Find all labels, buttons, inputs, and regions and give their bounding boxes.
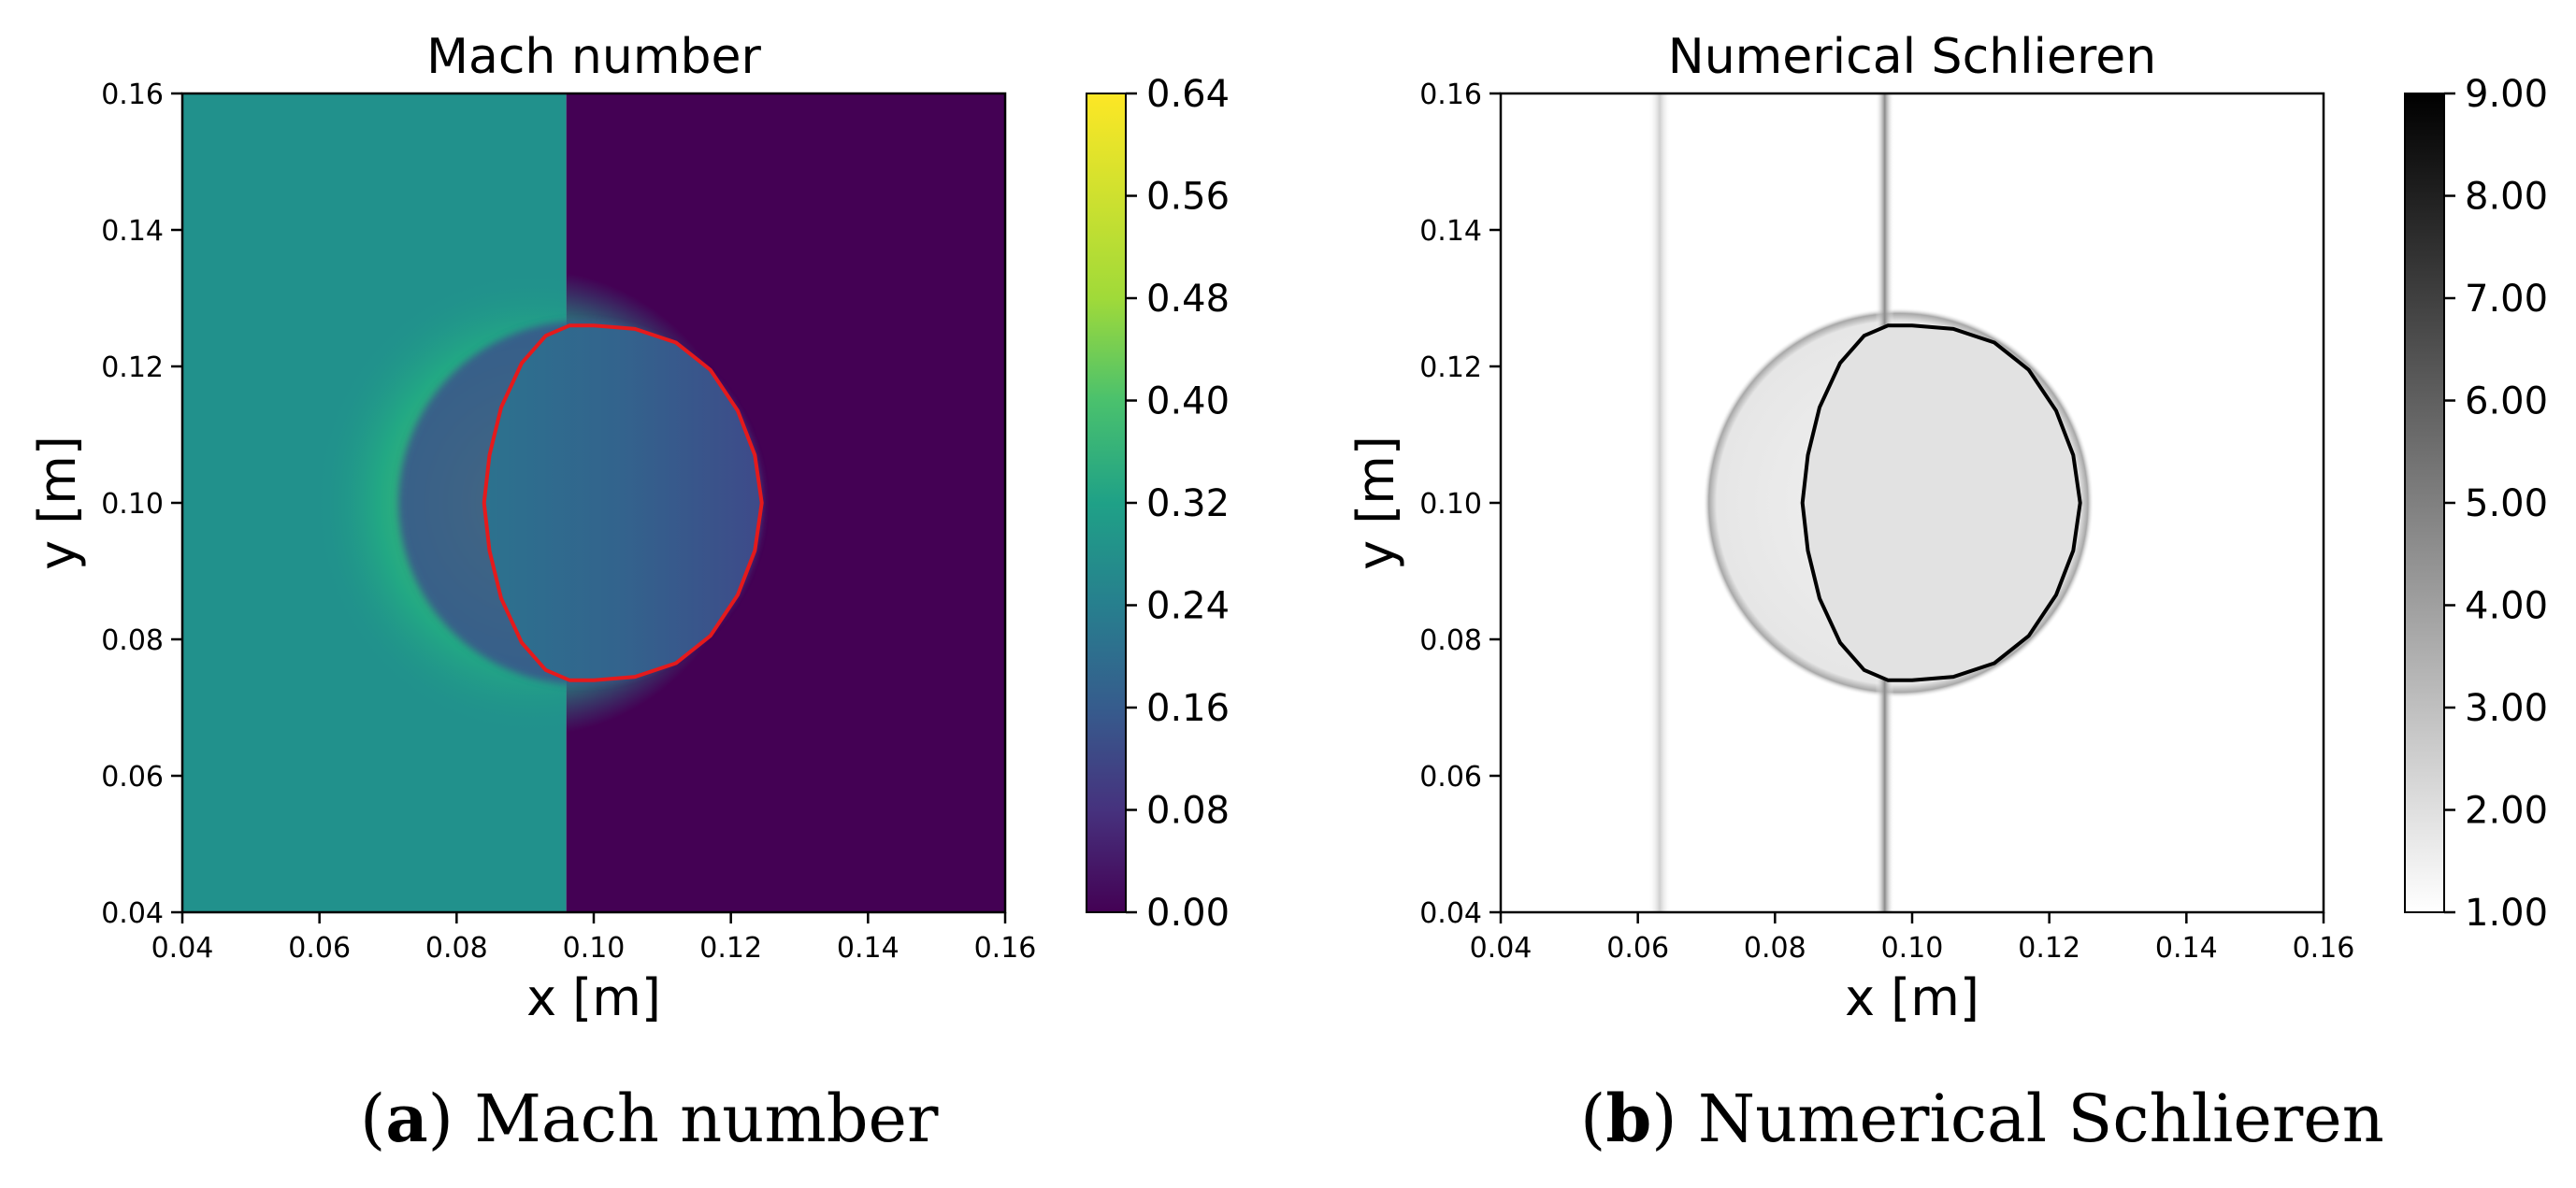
colorbar-tick-label: 3.00 [2465, 687, 2548, 730]
y-tick-label: 0.16 [101, 79, 164, 111]
y-tick-label: 0.10 [1419, 488, 1482, 521]
x-tick-label: 0.04 [1470, 932, 1533, 965]
y-tick-label: 0.14 [101, 215, 164, 248]
y-tick-label: 0.06 [1419, 761, 1482, 794]
panel-numerical-schlieren: 0.04 0.06 0.08 0.10 0.12 0.14 0.16 0.040.060.0… [1346, 29, 2548, 1027]
schlieren-y-axis-label: y [m] [1346, 436, 1405, 570]
caption-a-text: Mach number [474, 1081, 939, 1157]
caption-b-letter: b [1605, 1080, 1652, 1157]
mach-chart-title: Mach number [426, 29, 761, 85]
y-tick-label: 0.14 [1419, 215, 1482, 248]
colorbar-tick-label: 0.08 [1146, 790, 1230, 833]
colorbar-tick-label: 0.56 [1146, 176, 1230, 219]
y-tick-label: 0.06 [101, 761, 164, 794]
caption-b: (b) Numerical Schlieren [1580, 1080, 2384, 1157]
x-tick-label: 0.10 [563, 932, 626, 965]
caption-a: (a) Mach number [360, 1080, 939, 1157]
x-tick-label: 0.14 [2155, 932, 2218, 965]
caption-b-text: Numerical Schlieren [1697, 1081, 2384, 1157]
y-tick-label: 0.04 [101, 897, 164, 930]
mach-interface-contour [482, 323, 764, 682]
x-tick-label: 0.08 [1744, 932, 1806, 965]
x-tick-label: 0.16 [974, 932, 1037, 965]
schlieren-heatmap [1501, 93, 2324, 912]
schlieren-colorbar [2404, 93, 2445, 913]
x-tick-label: 0.16 [2293, 932, 2355, 965]
colorbar-tick-label: 9.00 [2465, 73, 2548, 116]
colorbar-tick-label: 5.00 [2465, 482, 2548, 525]
x-tick-label: 0.12 [699, 932, 762, 965]
y-tick-label: 0.04 [1419, 897, 1482, 930]
colorbar-tick-label: 0.16 [1146, 687, 1230, 730]
y-tick-label: 0.08 [101, 624, 164, 657]
colorbar-tick-label: 0.24 [1146, 585, 1230, 628]
schlieren-interface-contour [1800, 323, 2082, 682]
y-tick-label: 0.16 [1419, 79, 1482, 111]
x-tick-label: 0.12 [2018, 932, 2080, 965]
x-tick-label: 0.10 [1881, 932, 1944, 965]
colorbar-tick-label: 0.64 [1146, 73, 1230, 116]
mach-x-axis-label: x [m] [526, 968, 661, 1027]
mach-colorbar-ticks: 0.00 0.08 0.16 0.24 0.32 0.40 0.48 0.56 0.64 [1126, 73, 1230, 935]
schlieren-chart-title: Numerical Schlieren [1668, 29, 2156, 85]
mach-y-ticks: 0.04 0.06 0.08 0.10 0.12 0.14 0.16 [101, 79, 182, 930]
panel-mach-number: 0.04 0.06 0.08 0.10 0.12 0.14 0.16 0.040.060.0… [28, 29, 1230, 1027]
colorbar-tick-label: 1.00 [2465, 892, 2548, 935]
colorbar-tick-label: 7.00 [2465, 278, 2548, 321]
mach-x-ticks: 0.04 0.06 0.08 0.10 0.12 0.14 0.16 [151, 912, 1037, 965]
schlieren-reflected-wave [1648, 93, 1672, 912]
colorbar-tick-label: 2.00 [2465, 790, 2548, 833]
mach-y-axis-label: y [m] [28, 436, 87, 570]
colorbar-tick-label: 4.00 [2465, 585, 2548, 628]
caption-a-letter: a [385, 1080, 428, 1157]
schlieren-x-ticks: 0.04 0.06 0.08 0.10 0.12 0.14 0.16 [1470, 912, 2355, 965]
x-tick-label: 0.06 [288, 932, 351, 965]
x-tick-label: 0.04 [151, 932, 214, 965]
mach-bubble-interior [483, 325, 762, 680]
x-tick-label: 0.06 [1606, 932, 1669, 965]
schlieren-x-axis-label: x [m] [1845, 968, 1979, 1027]
mach-colorbar [1086, 93, 1127, 913]
colorbar-tick-label: 0.40 [1146, 380, 1230, 423]
y-tick-label: 0.08 [1419, 624, 1482, 657]
schlieren-colorbar-ticks: 1.00 2.00 3.00 4.00 5.00 6.00 7.00 8.00 9.00 [2444, 73, 2548, 935]
x-tick-label: 0.14 [837, 932, 899, 965]
colorbar-tick-label: 8.00 [2465, 176, 2548, 219]
x-tick-label: 0.08 [425, 932, 488, 965]
colorbar-tick-label: 0.00 [1146, 892, 1230, 935]
y-tick-label: 0.12 [1419, 351, 1482, 384]
mach-heatmap [182, 93, 1005, 912]
y-tick-label: 0.10 [101, 488, 164, 521]
schlieren-y-ticks: 0.04 0.06 0.08 0.10 0.12 0.14 0.16 [1419, 79, 1501, 930]
colorbar-tick-label: 0.48 [1146, 278, 1230, 321]
schlieren-bubble-interior [1802, 325, 2080, 680]
y-tick-label: 0.12 [101, 351, 164, 384]
colorbar-tick-label: 0.32 [1146, 482, 1230, 525]
colorbar-tick-label: 6.00 [2465, 380, 2548, 423]
